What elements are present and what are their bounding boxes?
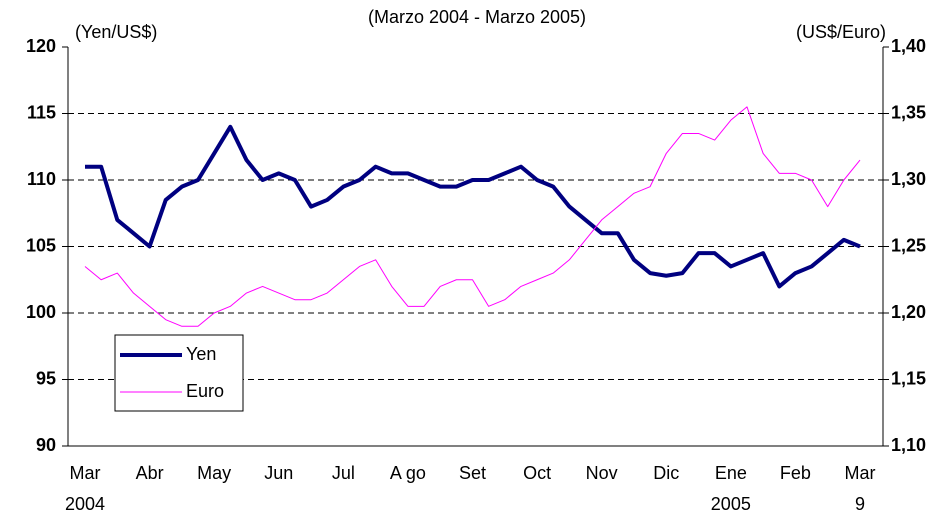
y2-tick-label: 1,35: [891, 102, 926, 122]
y-tick-label: 115: [27, 102, 56, 122]
y-tick-label: 100: [26, 302, 56, 322]
y-tick-label: 90: [36, 435, 56, 455]
x-tick-label: Abr: [136, 463, 164, 483]
y2-axis-label: (US$/Euro): [796, 22, 886, 42]
legend-box: [114, 334, 244, 412]
x-tick-label: A go: [390, 463, 426, 483]
series-line: [85, 124, 861, 289]
x-tick-label: Jun: [264, 463, 293, 483]
x-tick-label: Mar: [845, 463, 876, 483]
chart-subtitle: (Marzo 2004 - Marzo 2005): [368, 7, 586, 27]
x-year-label: 9: [855, 494, 865, 514]
x-tick-label: Oct: [523, 463, 551, 483]
y-axis-label: (Yen/US$): [75, 22, 157, 42]
x-tick-label: Ene: [715, 463, 747, 483]
x-tick-label: Set: [459, 463, 486, 483]
x-tick-label: Dic: [653, 463, 679, 483]
y2-tick-label: 1,30: [891, 169, 926, 189]
series-line: [84, 106, 861, 327]
x-tick-label: Jul: [332, 463, 355, 483]
x-tick-label: Nov: [586, 463, 618, 483]
y2-tick-label: 1,10: [891, 435, 926, 455]
legend-label: Euro: [186, 381, 224, 401]
y-tick-label: 95: [36, 368, 56, 388]
y2-tick-label: 1,20: [891, 302, 926, 322]
x-year-label: 2005: [711, 494, 751, 514]
legend-label: Yen: [186, 344, 216, 364]
x-tick-label: Mar: [70, 463, 101, 483]
y-tick-label: 105: [26, 235, 56, 255]
y2-tick-label: 1,25: [891, 235, 926, 255]
x-tick-label: Feb: [780, 463, 811, 483]
y-tick-label: 110: [27, 169, 56, 189]
y2-tick-label: 1,15: [891, 368, 926, 388]
y2-tick-label: 1,40: [891, 36, 926, 56]
x-tick-label: May: [197, 463, 231, 483]
x-year-label: 2004: [65, 494, 105, 514]
y-tick-label: 120: [26, 36, 56, 56]
